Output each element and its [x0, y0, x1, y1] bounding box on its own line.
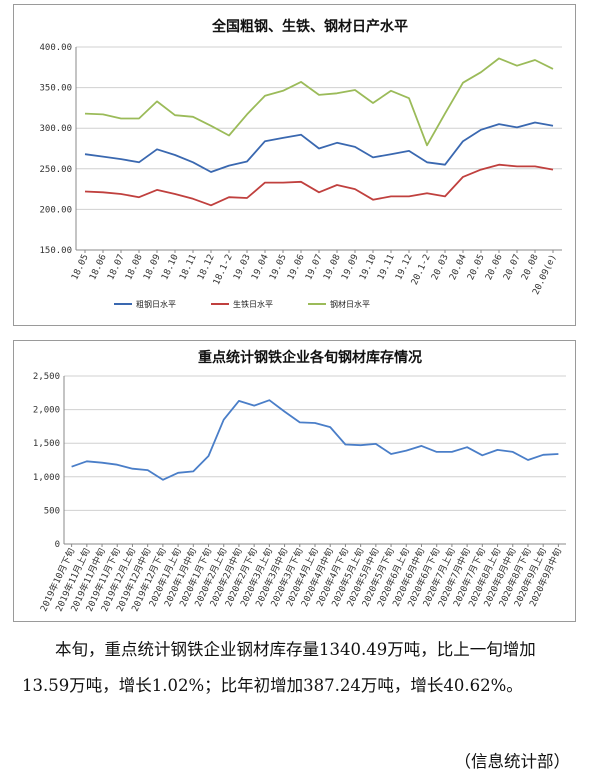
chart-steel-inventory: 重点统计钢铁企业各旬钢材库存情况 2,500 2,000 1,500 1,000 500 0… [13, 340, 576, 622]
chart-daily-output: 全国粗钢、生铁、钢材日产水平 400.00 350.00 300.00 250.00 20… [13, 4, 576, 326]
chart-title: 全国粗钢、生铁、钢材日产水平 [211, 18, 408, 35]
legend-entry: 钢材日水平 [330, 299, 370, 309]
series-line-2-0 [71, 399, 559, 481]
y-tick-label: 500 [44, 506, 60, 516]
y-tick-label: 250.00 [39, 165, 72, 175]
y-tick-label: 300.00 [39, 124, 72, 134]
inventory-svg: 重点统计钢铁企业各旬钢材库存情况 2,500 2,000 1,500 1,000 500 0… [33, 349, 566, 613]
daily-output-svg: 全国粗钢、生铁、钢材日产水平 400.00 350.00 300.00 250.00 20… [39, 18, 562, 309]
y-tick-label: 150.00 [39, 246, 72, 256]
y-tick-label: 200.00 [39, 205, 72, 215]
y-tick-label: 2,000 [33, 406, 60, 416]
series-line-1-1 [84, 163, 554, 207]
y-tick-label: 2,500 [33, 372, 60, 382]
source-note: （信息统计部） [454, 752, 571, 771]
y-tick-label: 1,000 [33, 473, 60, 483]
legend-entry: 粗钢日水平 [136, 299, 176, 309]
series-line-1-0 [84, 121, 554, 173]
y-tick-label: 350.00 [39, 84, 72, 94]
chart-title: 重点统计钢铁企业各旬钢材库存情况 [198, 349, 422, 366]
y-tick-label: 0 [55, 540, 60, 550]
summary-paragraph: 本旬，重点统计钢铁企业钢材库存量1340.49万吨，比上一旬增加13.59万吨，… [22, 640, 536, 695]
y-tick-label: 400.00 [39, 43, 72, 53]
series-line-1-2 [84, 57, 554, 147]
y-tick-label: 1,500 [33, 439, 60, 449]
legend-entry: 生铁日水平 [233, 299, 273, 309]
